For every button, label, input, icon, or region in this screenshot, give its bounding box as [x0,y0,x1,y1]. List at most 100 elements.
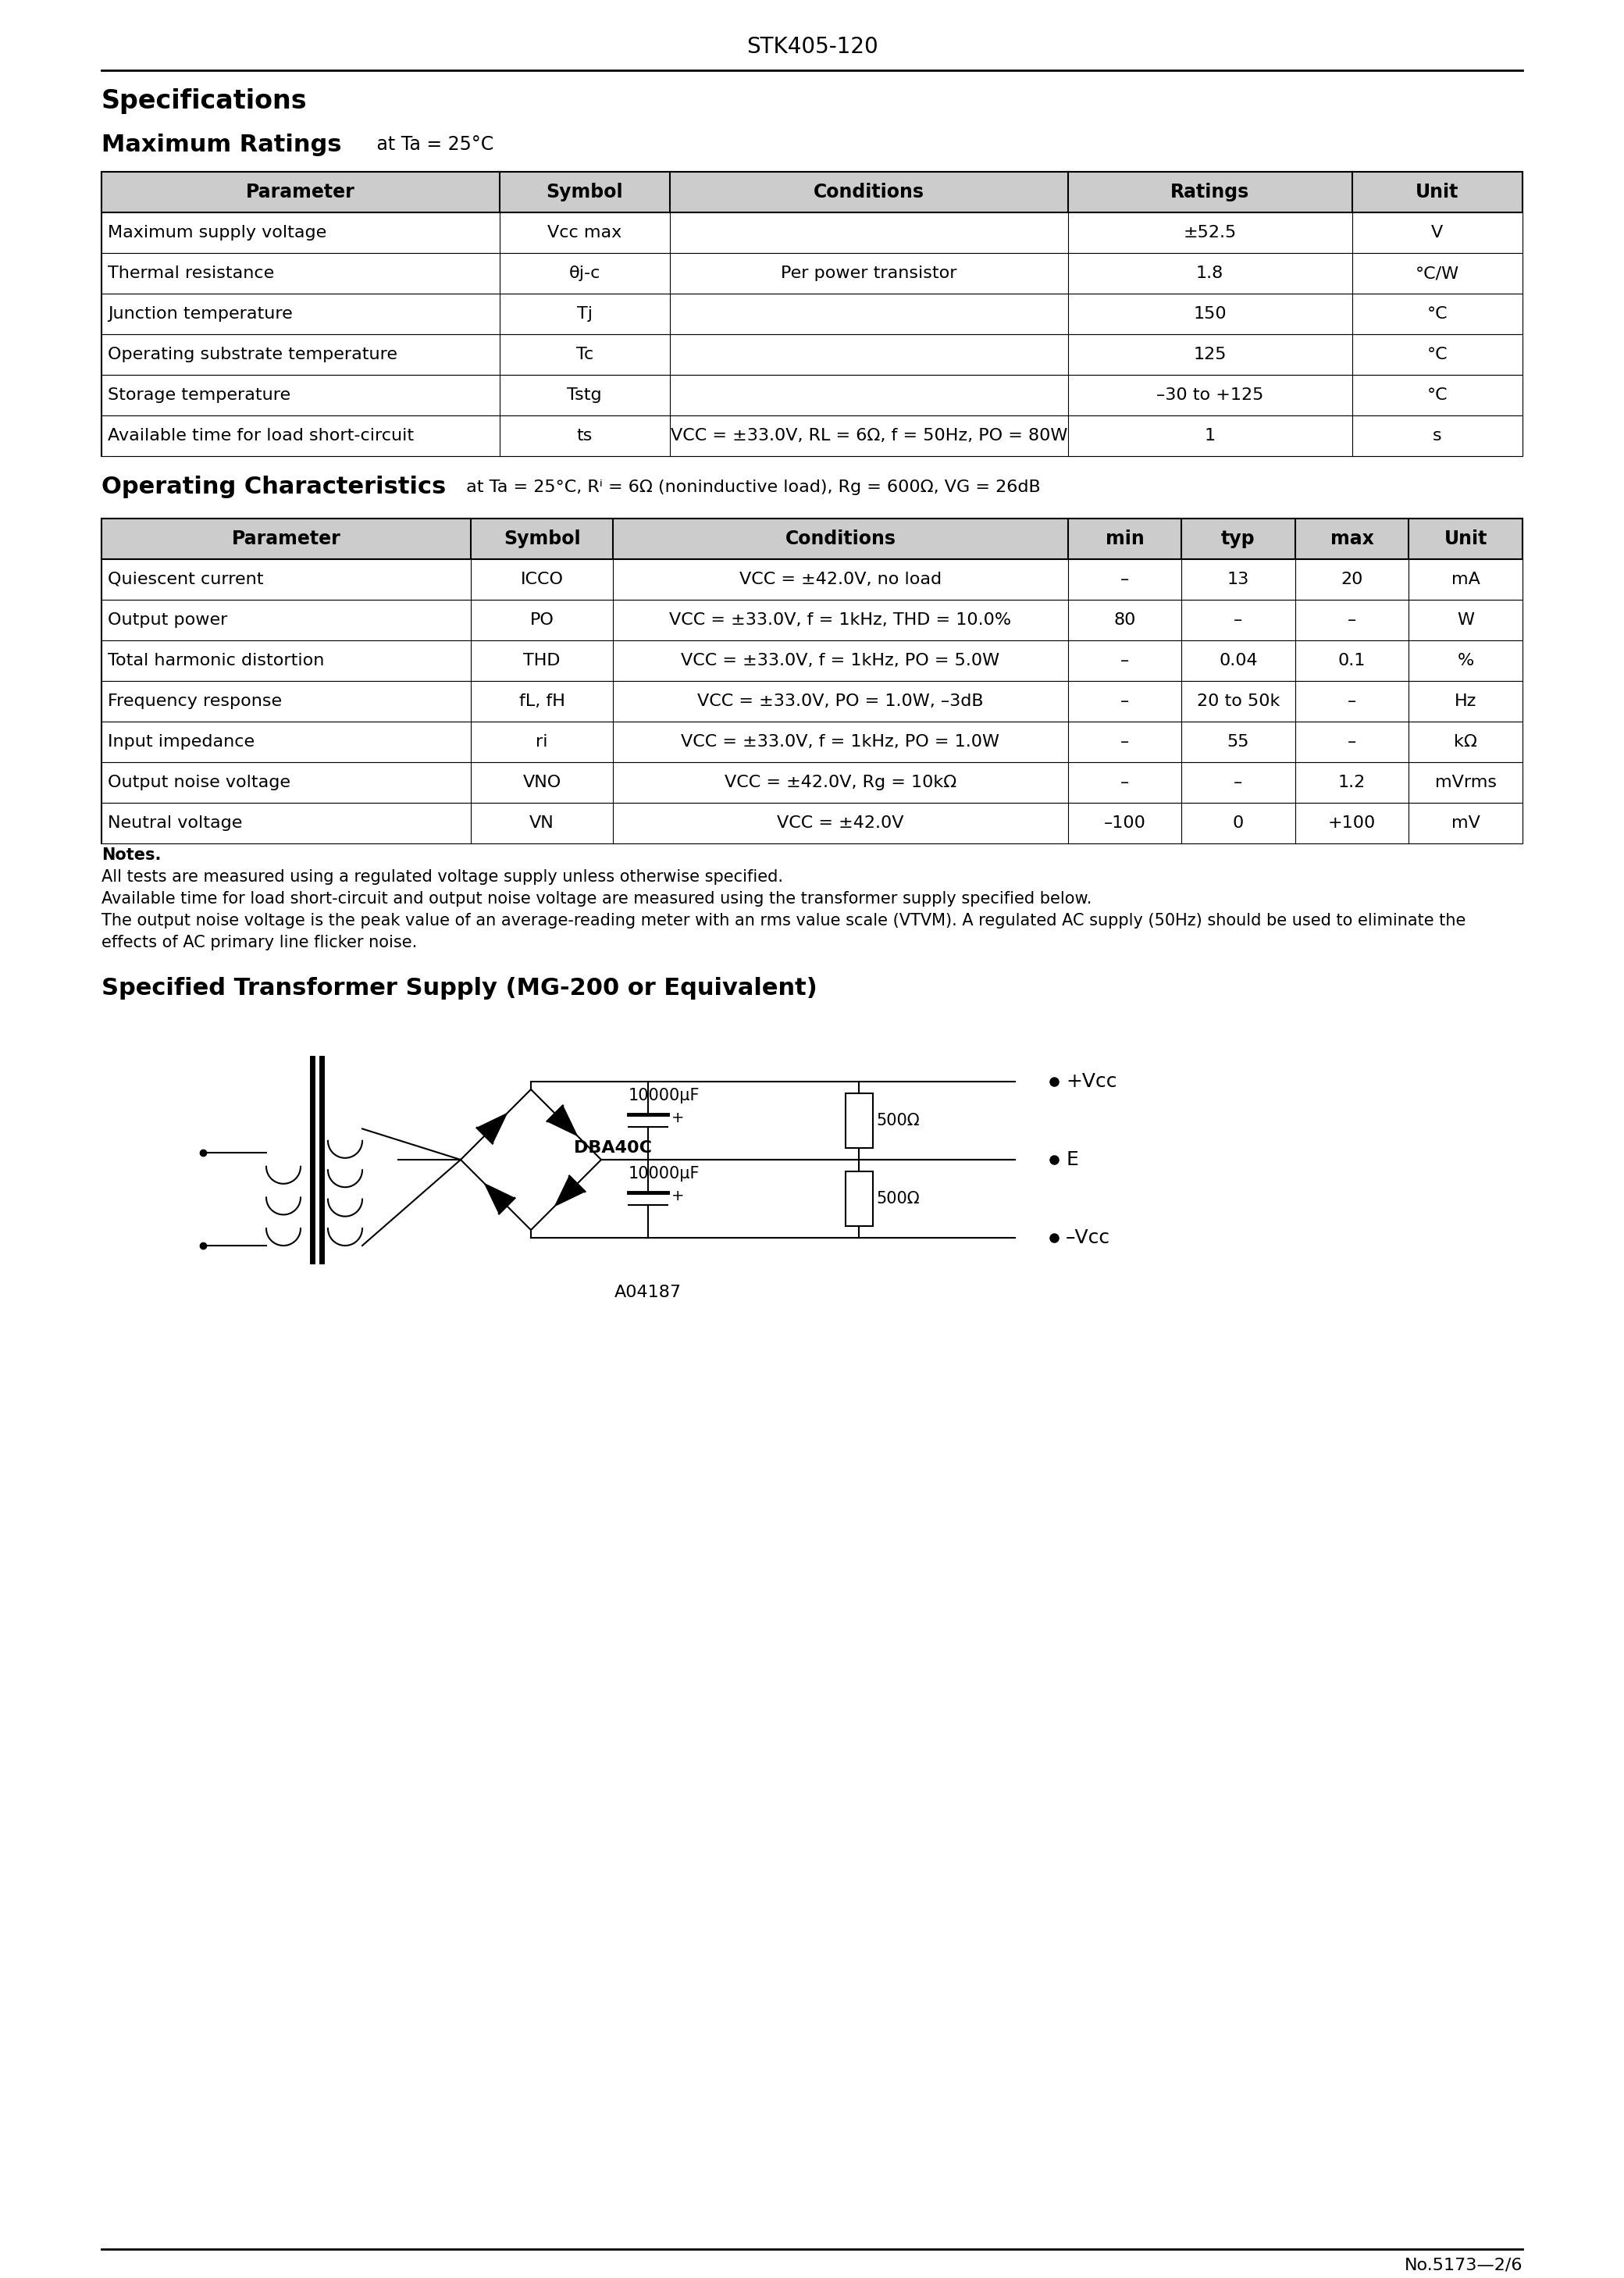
Bar [101,376,1523,415]
Text: Symbol: Symbol [503,528,580,549]
Bar [101,335,1523,376]
Text: –100: –100 [1104,816,1145,831]
Text: effects of AC primary line flicker noise.: effects of AC primary line flicker noise… [101,934,417,950]
Text: –: – [1234,613,1242,629]
Text: –: – [1348,693,1356,708]
Text: E: E [1065,1150,1078,1169]
Text: θj-c: θj-c [568,267,601,280]
Text: 13: 13 [1228,572,1249,588]
Text: VCC = ±42.0V, no load: VCC = ±42.0V, no load [739,572,942,588]
Text: 0.04: 0.04 [1220,654,1257,667]
Text: mV: mV [1452,816,1479,831]
Text: VCC = ±42.0V, Rg = 10kΩ: VCC = ±42.0V, Rg = 10kΩ [724,775,957,790]
Text: VN: VN [529,816,554,831]
Text: 0.1: 0.1 [1338,654,1366,667]
Text: Total harmonic distortion: Total harmonic distortion [107,654,325,667]
Text: +: + [671,1109,684,1125]
Bar [101,558,1523,599]
Bar [101,519,1523,843]
Text: –: – [1121,734,1129,749]
Text: –: – [1121,693,1129,708]
Polygon shape [477,1114,507,1144]
Bar [101,722,1523,763]
Text: 20 to 50k: 20 to 50k [1197,693,1280,708]
Text: Tj: Tj [577,305,593,321]
Bar [101,294,1523,335]
Text: 20: 20 [1341,572,1363,588]
Text: VCC = ±33.0V, f = 1kHz, PO = 1.0W: VCC = ±33.0V, f = 1kHz, PO = 1.0W [680,734,1000,749]
Text: Tc: Tc [577,346,593,362]
Text: VCC = ±33.0V, f = 1kHz, PO = 5.0W: VCC = ±33.0V, f = 1kHz, PO = 5.0W [680,654,1000,667]
Text: –: – [1234,775,1242,790]
Text: Maximum Ratings: Maximum Ratings [101,132,341,155]
Text: W: W [1457,613,1475,629]
Text: °C: °C [1427,346,1447,362]
Text: Parameter: Parameter [245,182,356,200]
Text: All tests are measured using a regulated voltage supply unless otherwise specifi: All tests are measured using a regulated… [101,870,783,884]
Text: Per power transistor: Per power transistor [781,267,957,280]
Polygon shape [461,1089,601,1230]
Text: 0: 0 [1233,816,1244,831]
Text: –: – [1348,734,1356,749]
Bar [101,681,1523,722]
Text: Operating Characteristics: Operating Characteristics [101,476,447,499]
Bar [101,640,1523,681]
Text: °C: °C [1427,387,1447,403]
Text: mVrms: mVrms [1436,775,1496,790]
Text: VNO: VNO [523,775,562,790]
Text: fL, fH: fL, fH [520,693,565,708]
Text: Notes.: Notes. [101,847,161,863]
Text: mA: mA [1452,572,1479,588]
Text: –: – [1121,654,1129,667]
Text: Ratings: Ratings [1171,182,1249,200]
Text: Specifications: Specifications [101,89,307,114]
Polygon shape [547,1105,577,1137]
Text: 55: 55 [1228,734,1249,749]
Text: Input impedance: Input impedance [107,734,255,749]
Text: –: – [1121,572,1129,588]
Text: 150: 150 [1194,305,1226,321]
Polygon shape [555,1175,585,1205]
Text: Tstg: Tstg [567,387,603,403]
Text: VCC = ±33.0V, PO = 1.0W, –3dB: VCC = ±33.0V, PO = 1.0W, –3dB [697,693,984,708]
Text: –: – [1121,775,1129,790]
Text: at Ta = 25°C: at Ta = 25°C [370,134,494,155]
Text: at Ta = 25°C, Rⁱ = 6Ω (noninductive load), Rg = 600Ω, VG = 26dB: at Ta = 25°C, Rⁱ = 6Ω (noninductive load… [461,478,1041,494]
Text: 80: 80 [1114,613,1135,629]
Text: Neutral voltage: Neutral voltage [107,816,242,831]
Text: +100: +100 [1328,816,1376,831]
Text: Conditions: Conditions [814,182,924,200]
Text: 125: 125 [1194,346,1226,362]
Text: THD: THD [523,654,560,667]
Text: –: – [1348,613,1356,629]
Bar [101,802,1523,843]
Text: 10000μF: 10000μF [628,1089,700,1103]
Text: Operating substrate temperature: Operating substrate temperature [107,346,398,362]
Text: Conditions: Conditions [784,528,896,549]
Text: ±52.5: ±52.5 [1184,226,1236,241]
Text: kΩ: kΩ [1453,734,1478,749]
Text: Maximum supply voltage: Maximum supply voltage [107,226,326,241]
Text: STK405-120: STK405-120 [745,36,879,57]
Text: V: V [1431,226,1444,241]
Text: 500Ω: 500Ω [875,1191,919,1207]
Text: Parameter: Parameter [232,528,341,549]
Bar [846,1093,874,1148]
Bar [101,415,1523,456]
Text: VCC = ±42.0V: VCC = ±42.0V [776,816,905,831]
Text: 1.2: 1.2 [1338,775,1366,790]
Bar [101,212,1523,253]
Text: Storage temperature: Storage temperature [107,387,291,403]
Text: Available time for load short-circuit: Available time for load short-circuit [107,428,414,444]
Text: A04187: A04187 [614,1285,682,1301]
Text: Unit: Unit [1416,182,1458,200]
Text: –30 to +125: –30 to +125 [1156,387,1263,403]
Bar [101,763,1523,802]
Text: °C/W: °C/W [1416,267,1458,280]
Bar [101,599,1523,640]
Text: Specified Transformer Supply (MG-200 or Equivalent): Specified Transformer Supply (MG-200 or … [101,977,817,1000]
Bar [101,171,1523,456]
Text: Available time for load short-circuit and output noise voltage are measured usin: Available time for load short-circuit an… [101,891,1091,907]
Text: Unit: Unit [1444,528,1488,549]
Text: 1.8: 1.8 [1197,267,1223,280]
